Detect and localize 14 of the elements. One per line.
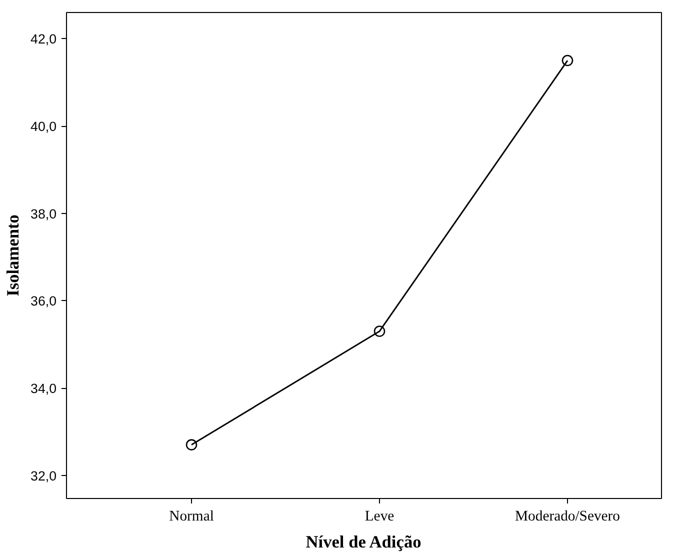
point [186,439,198,450]
y-tick-label: 38,0 [30,206,57,222]
x-axis-title: Nível de Adição [306,532,422,552]
point [562,54,574,66]
point [374,326,386,337]
y-tick-label: 34,0 [30,381,57,396]
x-tick-label: Normal [169,508,214,524]
x-tick-label: Leve [364,508,394,524]
y-tick-label: 40,0 [30,119,57,134]
y-tick-label: 36,0 [30,294,57,309]
x-tick-label: Moderado/Severo [515,508,620,524]
y-tick-label: 32,0 [30,468,57,484]
y-tick-label: 42,0 [30,32,57,47]
y-axis-title: Isolamento [4,214,23,296]
